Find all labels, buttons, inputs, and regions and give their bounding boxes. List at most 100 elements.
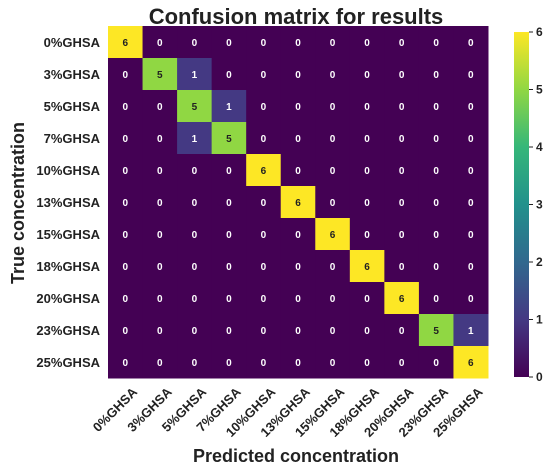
cell-value-label: 0 — [122, 262, 128, 273]
cell-value-label: 0 — [364, 38, 370, 49]
heatmap-cell — [315, 154, 351, 187]
heatmap-cell — [280, 90, 316, 123]
heatmap-cell — [211, 346, 247, 379]
heatmap-cell — [453, 122, 489, 155]
cell-value-label: 0 — [122, 230, 128, 241]
y-tick-label: 0%GHSA — [44, 35, 101, 50]
colorbar-tick-label: 6 — [536, 25, 543, 39]
heatmap-cell — [142, 250, 178, 283]
cell-value-label: 0 — [295, 38, 301, 49]
heatmap-cell — [142, 346, 178, 379]
cell-value-label: 0 — [468, 262, 474, 273]
cell-value-label: 0 — [399, 166, 405, 177]
heatmap-cell — [453, 346, 489, 379]
heatmap-cell — [418, 58, 454, 91]
cell-value-label: 0 — [433, 166, 439, 177]
heatmap-cell — [177, 58, 213, 91]
cell-value-label: 6 — [122, 38, 128, 49]
cell-value-label: 0 — [433, 102, 439, 113]
colorbar-tick-label: 1 — [536, 313, 543, 327]
cell-value-label: 0 — [468, 70, 474, 81]
cell-value-label: 0 — [261, 326, 267, 337]
heatmap-cell — [453, 282, 489, 315]
heatmap-cell — [349, 154, 385, 187]
heatmap-cell — [142, 218, 178, 251]
cell-value-label: 0 — [468, 198, 474, 209]
heatmap-cell — [384, 58, 420, 91]
heatmap-cell — [177, 26, 213, 59]
cell-value-label: 0 — [364, 326, 370, 337]
cell-value-label: 0 — [295, 358, 301, 369]
cell-value-label: 0 — [157, 166, 163, 177]
cell-value-label: 0 — [330, 294, 336, 305]
cell-value-label: 1 — [192, 134, 198, 145]
heatmap-cell — [418, 218, 454, 251]
heatmap-cell — [177, 186, 213, 219]
heatmap-cell — [177, 282, 213, 315]
cell-value-label: 0 — [157, 326, 163, 337]
heatmap-cell — [418, 314, 454, 347]
cell-value-label: 0 — [330, 198, 336, 209]
cell-value-label: 0 — [226, 326, 232, 337]
cell-value-label: 1 — [192, 70, 198, 81]
heatmap-cell — [211, 186, 247, 219]
heatmap-cell — [108, 154, 144, 187]
heatmap-cell — [211, 90, 247, 123]
cell-value-label: 0 — [261, 38, 267, 49]
cell-value-label: 6 — [261, 166, 267, 177]
heatmap-cell — [108, 218, 144, 251]
heatmap-cell — [453, 314, 489, 347]
heatmap-cell — [211, 218, 247, 251]
heatmap-cell — [315, 58, 351, 91]
heatmap-cell — [453, 154, 489, 187]
cell-value-label: 0 — [226, 70, 232, 81]
heatmap-cell — [349, 282, 385, 315]
cell-value-label: 0 — [226, 166, 232, 177]
heatmap-cell — [384, 346, 420, 379]
cell-value-label: 0 — [399, 198, 405, 209]
heatmap-cell — [418, 346, 454, 379]
cell-value-label: 0 — [433, 262, 439, 273]
cell-value-label: 5 — [157, 70, 163, 81]
cell-value-label: 0 — [261, 70, 267, 81]
heatmap-cell — [315, 26, 351, 59]
cell-value-label: 0 — [433, 70, 439, 81]
heatmap-cell — [453, 186, 489, 219]
cell-value-label: 0 — [364, 134, 370, 145]
heatmap-cell — [142, 314, 178, 347]
heatmap-cell — [315, 90, 351, 123]
heatmap-cell — [453, 58, 489, 91]
heatmap-cell — [280, 58, 316, 91]
heatmap-cell — [142, 26, 178, 59]
cell-value-label: 0 — [192, 166, 198, 177]
heatmap-cell — [418, 250, 454, 283]
cell-value-label: 0 — [330, 102, 336, 113]
heatmap-cell — [349, 58, 385, 91]
heatmap-cell — [280, 346, 316, 379]
cell-value-label: 0 — [330, 262, 336, 273]
cell-value-label: 0 — [468, 102, 474, 113]
cell-value-label: 0 — [330, 166, 336, 177]
cell-value-label: 0 — [261, 134, 267, 145]
heatmap-cell — [246, 58, 282, 91]
cell-value-label: 0 — [122, 134, 128, 145]
heatmap-cell — [142, 58, 178, 91]
cell-value-label: 0 — [399, 134, 405, 145]
cell-value-label: 0 — [295, 134, 301, 145]
cell-value-label: 0 — [192, 326, 198, 337]
cell-value-label: 0 — [433, 230, 439, 241]
heatmap-cell — [349, 122, 385, 155]
heatmap-cell — [177, 154, 213, 187]
heatmap-cell — [453, 250, 489, 283]
cell-value-label: 0 — [122, 326, 128, 337]
heatmap-cell — [384, 186, 420, 219]
heatmap-cell — [246, 154, 282, 187]
heatmap-cell — [315, 314, 351, 347]
cell-value-label: 0 — [192, 262, 198, 273]
heatmap-cell — [108, 122, 144, 155]
cell-value-label: 6 — [399, 294, 405, 305]
heatmap-cell — [384, 282, 420, 315]
heatmap-cell — [246, 346, 282, 379]
cell-value-label: 0 — [468, 38, 474, 49]
heatmap-cell — [315, 122, 351, 155]
